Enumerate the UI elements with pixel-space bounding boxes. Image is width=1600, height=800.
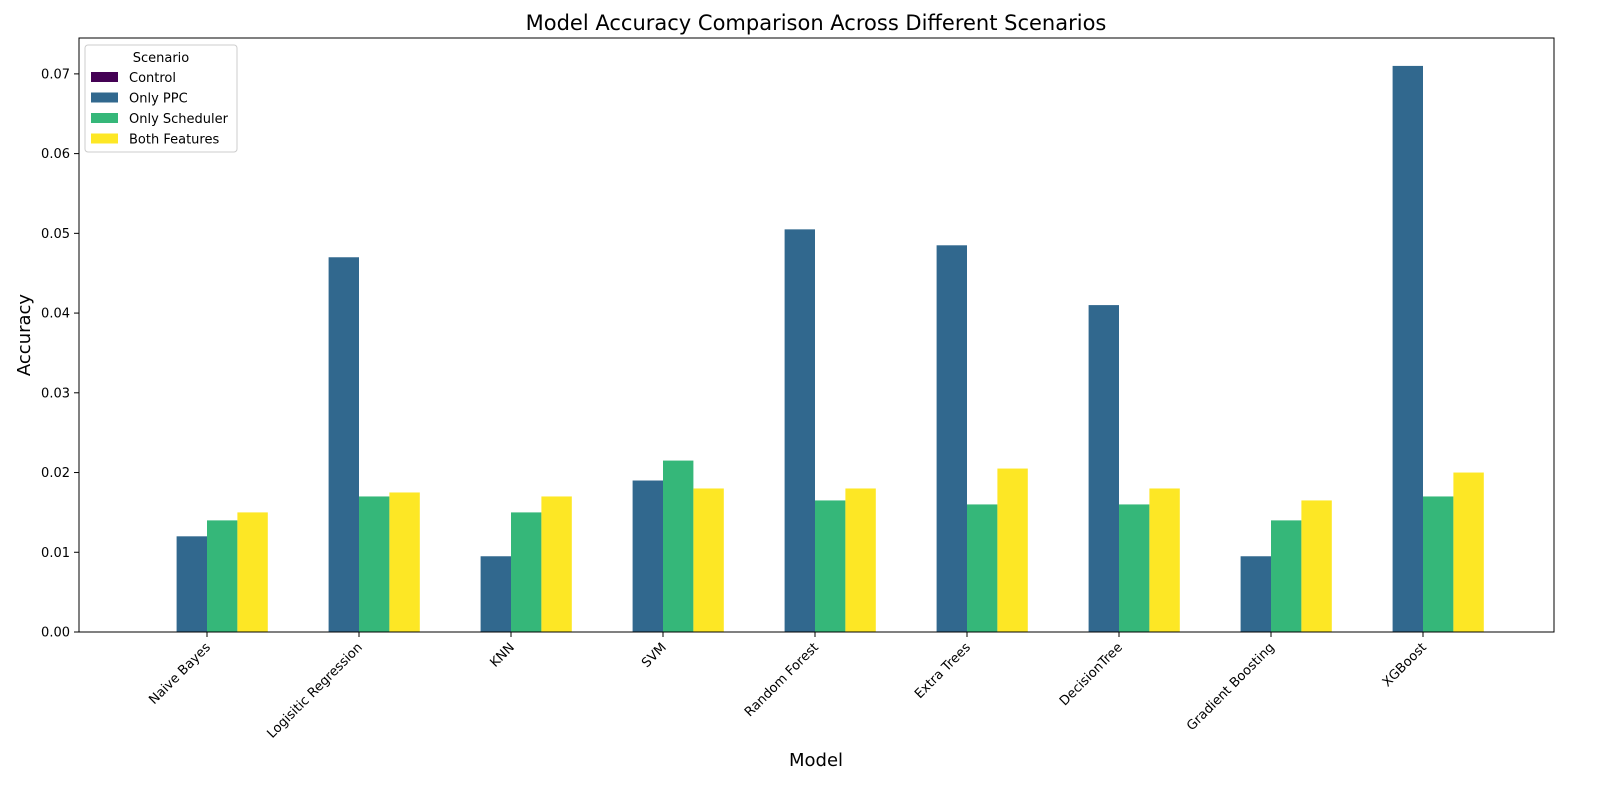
x-axis-label: Model — [789, 750, 843, 771]
y-axis: 0.00 0.01 0.02 0.03 0.04 0.05 0.06 0.07 — [41, 67, 79, 641]
y-tick-label: 0.03 — [41, 386, 70, 401]
plot-area — [78, 37, 1555, 633]
bar-only-scheduler-5 — [967, 504, 998, 632]
y-tick-label: 0.00 — [41, 626, 70, 641]
legend-label-control: Control — [129, 71, 176, 86]
x-axis: Naive Bayes Logisitic Regression KNN SVM Ran… — [146, 632, 1430, 742]
x-tick-label: Logisitic Regression — [264, 640, 365, 741]
x-tick-label: DecisionTree — [1057, 640, 1126, 709]
x-tick-label: KNN — [487, 640, 517, 670]
chart-title: Model Accuracy Comparison Across Differe… — [526, 11, 1107, 35]
legend-label-both-features: Both Features — [129, 133, 219, 148]
y-axis-label: Accuracy — [14, 294, 35, 377]
bar-only-ppc-6 — [1088, 305, 1119, 632]
plot-frame — [78, 37, 1555, 633]
legend-swatch-only-ppc — [91, 92, 118, 103]
bar-only-scheduler-7 — [1271, 520, 1302, 632]
legend-title: Scenario — [133, 51, 190, 66]
bar-both-features-8 — [1453, 472, 1484, 632]
x-tick-label: Random Forest — [742, 640, 822, 720]
y-tick-label: 0.06 — [41, 147, 70, 162]
bars-group — [176, 65, 1484, 633]
legend-swatch-only-scheduler — [91, 113, 118, 123]
y-tick-label: 0.05 — [41, 227, 70, 242]
y-tick-label: 0.02 — [41, 466, 70, 481]
x-tick-label: Gradient Boosting — [1184, 640, 1278, 734]
bar-only-scheduler-2 — [511, 512, 542, 632]
bar-only-scheduler-3 — [663, 460, 694, 632]
y-tick-label: 0.07 — [41, 67, 70, 82]
legend: Scenario Control Only PPC Only Scheduler Bo… — [84, 44, 238, 153]
bar-only-scheduler-0 — [207, 520, 238, 632]
legend-swatch-both-features — [91, 133, 118, 144]
bar-both-features-3 — [693, 488, 724, 632]
legend-label-only-ppc: Only PPC — [129, 92, 188, 107]
bar-both-features-5 — [997, 468, 1028, 632]
bar-only-ppc-7 — [1240, 556, 1271, 632]
legend-frame — [84, 44, 238, 153]
x-tick-label: Extra Trees — [912, 640, 974, 702]
bar-only-scheduler-6 — [1119, 504, 1150, 632]
bar-only-ppc-3 — [632, 480, 663, 632]
bar-both-features-4 — [845, 488, 876, 632]
bar-both-features-1 — [389, 492, 420, 632]
x-tick-label: XGBoost — [1380, 640, 1430, 690]
legend-swatch-control — [91, 72, 118, 82]
bar-both-features-7 — [1301, 500, 1332, 632]
y-tick-label: 0.01 — [41, 546, 70, 561]
bar-only-ppc-4 — [784, 229, 815, 633]
legend-label-only-scheduler: Only Scheduler — [129, 112, 229, 127]
bar-only-ppc-0 — [176, 536, 207, 632]
bar-only-ppc-5 — [936, 245, 967, 633]
bar-both-features-2 — [541, 496, 572, 632]
bar-both-features-0 — [237, 512, 268, 632]
x-tick-label: SVM — [639, 640, 670, 671]
bar-only-scheduler-8 — [1423, 496, 1454, 632]
bar-only-scheduler-1 — [359, 496, 390, 632]
bar-only-ppc-2 — [480, 556, 511, 632]
bar-both-features-6 — [1149, 488, 1180, 632]
bar-only-ppc-1 — [328, 257, 359, 632]
bar-only-ppc-8 — [1392, 65, 1423, 632]
bar-only-scheduler-4 — [815, 500, 846, 632]
y-tick-label: 0.04 — [41, 307, 70, 322]
x-tick-label: Naive Bayes — [146, 640, 214, 708]
